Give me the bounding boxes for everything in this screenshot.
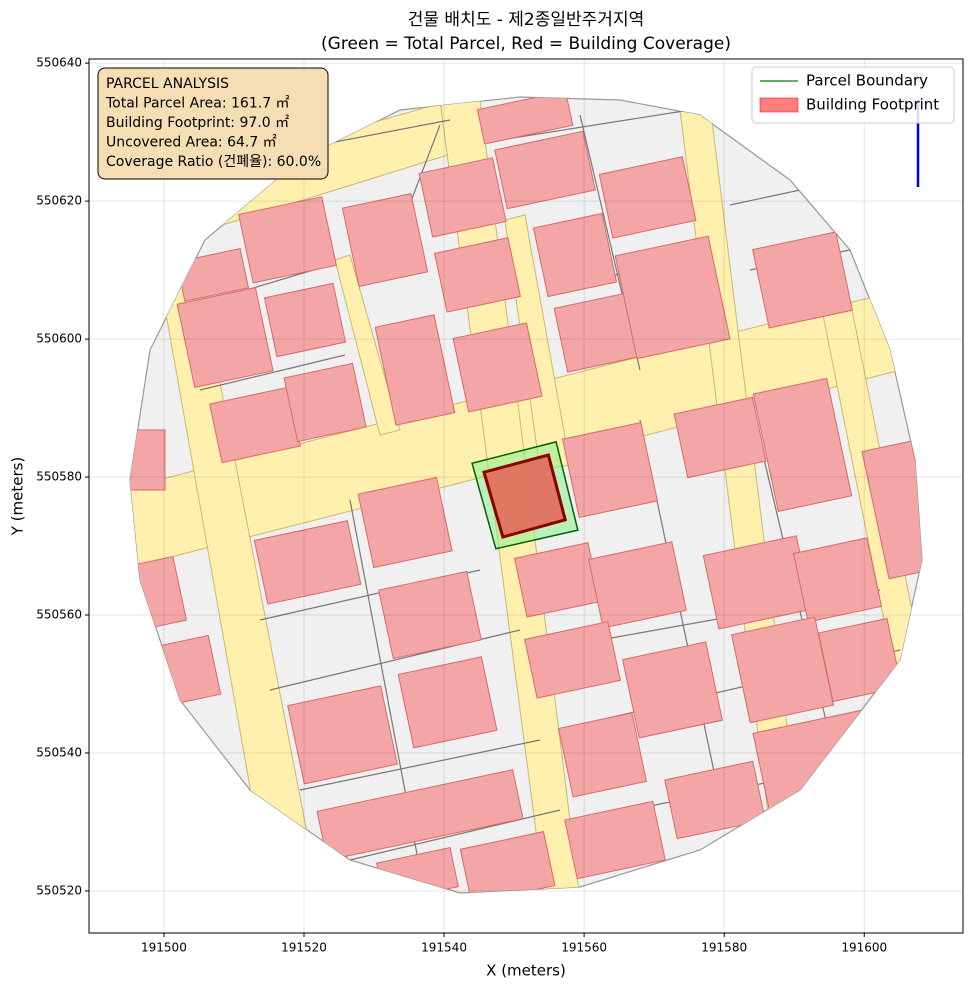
chart-title: 건물 배치도 - 제2종일반주거지역 <box>408 10 644 30</box>
annotation-line: Uncovered Area: 64.7 ㎡ <box>106 135 277 151</box>
axes-frame <box>88 58 964 934</box>
x-tick-label: 191560 <box>561 941 607 955</box>
y-tick-label: 550600 <box>36 332 82 346</box>
annotation-line: Total Parcel Area: 161.7 ㎡ <box>105 96 290 112</box>
y-tick-label: 550580 <box>36 470 82 484</box>
legend-background <box>751 66 955 124</box>
y-tick-label: 550520 <box>36 883 82 897</box>
y-tick-label: 550560 <box>36 607 82 621</box>
x-tick-label: 191580 <box>701 941 747 955</box>
annotation-box: PARCEL ANALYSIS Total Parcel Area: 161.7 … <box>97 67 329 180</box>
neighbour-buildings <box>130 97 922 893</box>
y-tick-label: 550540 <box>36 745 82 759</box>
legend: Parcel Boundary Building Footprint <box>751 66 955 124</box>
x-tick-label: 191520 <box>281 941 327 955</box>
legend-swatch <box>759 97 799 113</box>
x-tick-label: 191500 <box>141 941 187 955</box>
x-tick-label: 191600 <box>841 941 887 955</box>
y-axis-label: Y (meters) <box>9 457 27 537</box>
annotation-background <box>97 67 329 180</box>
chart-subtitle: (Green = Total Parcel, Red = Building Co… <box>321 34 731 54</box>
axes: 191500 191520 191540 191560 191580 191600 5505… <box>36 56 963 955</box>
annotation-line: Coverage Ratio (건폐율): 60.0% <box>106 154 321 170</box>
legend-label: Building Footprint <box>806 96 939 114</box>
x-axis-label: X (meters) <box>486 962 566 980</box>
y-tick-label: 550640 <box>36 56 82 70</box>
annotation-line: Building Footprint: 97.0 ㎡ <box>106 115 289 131</box>
legend-label: Parcel Boundary <box>806 72 928 90</box>
y-tick-label: 550620 <box>36 194 82 208</box>
x-tick-label: 191540 <box>421 941 467 955</box>
building-footprint <box>482 453 568 539</box>
annotation-line: PARCEL ANALYSIS <box>106 76 229 92</box>
